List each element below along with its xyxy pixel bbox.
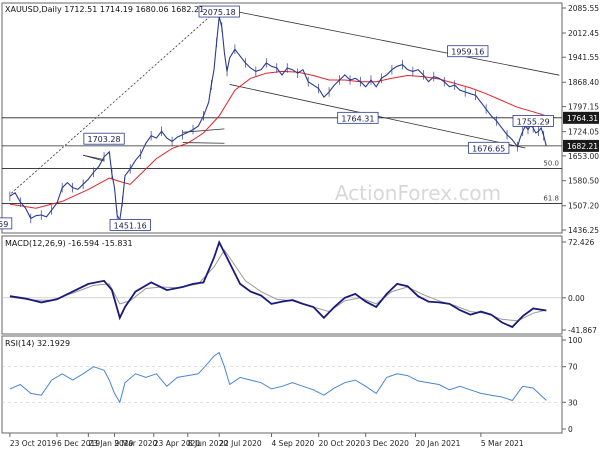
price-annotation-label: 1703.28 [88, 135, 121, 144]
rsi-panel-header: RSI(14) 32.1929 [5, 339, 70, 348]
watermark-group: ActionForex.com [335, 181, 501, 205]
macd-panel-header: MACD(12,26,9) -16.594 -15.831 [5, 239, 133, 248]
macd-panel: 72.426 0.00 -41.867 [1, 235, 597, 335]
price-axis-tick-label: 2085.55 [568, 4, 599, 13]
price-axis-tick-label: 1436.25 [568, 226, 599, 235]
trend-line [83, 154, 105, 161]
price-axis-tick-label: 1941.55 [568, 53, 599, 62]
x-tick-label: 23 Oct 2019 [10, 439, 57, 448]
panel-headers: XAUUSD,Daily 1712.51 1714.19 1680.06 168… [5, 5, 204, 348]
price-annotation-box [0, 217, 13, 230]
price-annotation-box [512, 115, 554, 127]
x-tick-label: 20 Oct 2020 [319, 439, 366, 448]
watermark-text: ActionForex.com [335, 181, 501, 205]
macd-line [9, 239, 547, 329]
last-price-tag: 1682.21 [567, 142, 598, 151]
macd-signal-line [9, 249, 547, 322]
trend-line [182, 142, 225, 144]
x-tick-label: 6 Dec 2019 [57, 439, 100, 448]
price-axis-tick-label: 1724.05 [568, 128, 599, 137]
resistance-price-tag: 1764.31 [567, 114, 598, 123]
trend-line [219, 7, 560, 76]
price-annotation-label: 1676.65 [472, 144, 505, 153]
macd-axis-tick-label: 72.426 [568, 238, 594, 247]
macd-axis-tick-label: 0.00 [568, 294, 585, 303]
price-annotation-box [198, 5, 240, 18]
x-tick-label: 5 Mar 2021 [481, 439, 524, 448]
price-axis-tick-label: 1797.15 [568, 103, 599, 112]
price-axis-tick-label: 1653.00 [568, 152, 599, 161]
price-annotation-label: 2075.18 [203, 8, 236, 17]
rsi-axis-tick-label: 100 [568, 336, 583, 345]
price-panel: 2085.55 2012.45 1941.55 1868.40 1797.15 1724.… [0, 2, 599, 235]
moving-average-line [9, 70, 547, 209]
resistance-price-tag-box [563, 111, 599, 124]
price-axis-tick-label: 1580.50 [568, 177, 599, 186]
price-axis-tick-label: 1868.40 [568, 78, 599, 87]
price-annotation-box [447, 45, 489, 58]
x-tick-label: 23 Jan 2020 [88, 439, 133, 448]
price-annotation-label: 1451.16 [114, 221, 147, 230]
price-annotation-box [83, 132, 125, 145]
macd-axis-tick-label: -41.867 [568, 326, 597, 335]
x-tick-label: 3 Dec 2020 [366, 439, 409, 448]
price-annotation-box [337, 111, 379, 124]
rsi-axis-tick-label: 70 [568, 363, 578, 372]
rsi-line [9, 351, 547, 404]
price-annotation-label: 1755.29 [517, 117, 550, 126]
price-annotation-label: .59 [0, 220, 8, 229]
price-line [9, 16, 547, 222]
rsi-axis-tick-label: 30 [568, 398, 578, 407]
price-panel-header: XAUUSD,Daily 1712.51 1714.19 1680.06 168… [5, 5, 204, 14]
rsi-panel: 100 70 30 0 [1, 335, 583, 434]
x-tick-label: 20 Jan 2021 [415, 439, 460, 448]
rsi-axis-tick-label: 0 [568, 425, 573, 434]
fibonacci-level-label: 50.0 [543, 160, 559, 168]
rsi-panel-frame [1, 335, 563, 434]
price-annotation-label: 1764.31 [341, 114, 374, 123]
x-tick-label: 8 Jun 2020 [188, 439, 229, 448]
x-tick-label: 9 Mar 2020 [115, 439, 158, 448]
x-tick-label: 23 Apr 2020 [154, 439, 201, 448]
fibonacci-level-label: 61.8 [543, 194, 559, 202]
x-tick-label: 22 Jul 2020 [219, 439, 262, 448]
price-annotation-box [468, 141, 510, 154]
price-annotation-label: 1959.16 [451, 48, 484, 57]
dotted-trend-overlay [9, 7, 220, 195]
price-axis-tick-label: 2012.45 [568, 29, 599, 38]
price-annotation-box [109, 219, 151, 231]
price-axis-tick-label: 1507.20 [568, 202, 599, 211]
last-price-tag-box [563, 139, 599, 152]
x-tick-label: 4 Sep 2020 [272, 439, 315, 448]
